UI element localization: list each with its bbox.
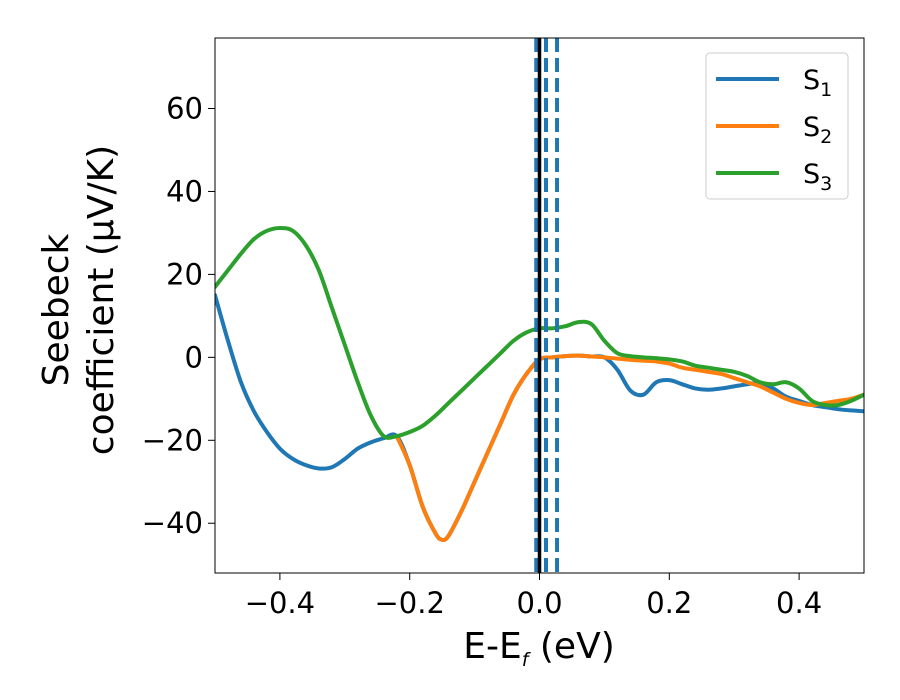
y-axis: −40 −20 0 20 40 60 [142, 92, 215, 540]
legend-label-s3: S3 [803, 159, 832, 195]
x-tick-label: 0.4 [776, 586, 822, 620]
x-tick-label: 0.2 [646, 586, 692, 620]
legend: S1 S2 S3 [705, 52, 849, 200]
y-tick-label: 20 [166, 257, 203, 291]
y-tick-label: 0 [185, 340, 203, 374]
y-axis-label-line1: Seebeck [36, 233, 77, 386]
y-tick-label: 60 [166, 92, 203, 126]
y-axis-label-line2: coefficient (μV/K) [81, 145, 122, 455]
reference-lines [534, 38, 560, 573]
y-tick-label: 40 [166, 174, 203, 208]
y-tick-label: −20 [142, 423, 203, 457]
x-tick-label: 0.0 [516, 586, 562, 620]
y-tick-label: −40 [142, 506, 203, 540]
legend-label-s2: S2 [803, 112, 832, 148]
x-axis: −0.4 −0.2 0.0 0.2 0.4 [245, 573, 822, 620]
legend-label-s1: S1 [803, 65, 832, 101]
x-axis-label: E-Ef (eV) [463, 626, 615, 671]
x-tick-label: −0.2 [374, 586, 444, 620]
x-tick-label: −0.4 [245, 586, 315, 620]
series-line-s2 [394, 353, 864, 542]
